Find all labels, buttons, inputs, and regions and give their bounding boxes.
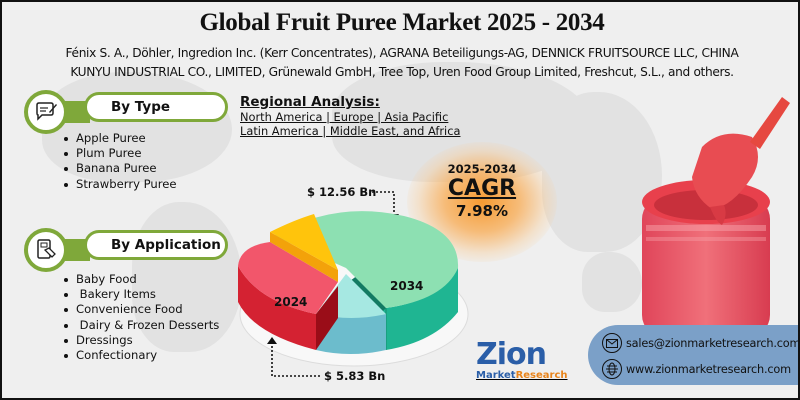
list-item: Convenience Food: [62, 302, 219, 317]
list-item: Baby Food: [62, 272, 219, 287]
segment-header-by-type: By Type: [24, 90, 228, 134]
companies-line-2: KUNYU INDUSTRIAL CO., LIMITED, Grünewald…: [70, 65, 734, 79]
list-item: Apple Puree: [62, 131, 177, 146]
contact-panel: sales@zionmarketresearch.com www.zionmar…: [588, 325, 800, 385]
cagr-label: CAGR: [447, 176, 517, 201]
label-2034: 2034: [390, 279, 423, 293]
chat-pencil-icon: [24, 90, 68, 134]
segment-header-by-application: By Application: [24, 228, 228, 272]
map-background: [42, 72, 232, 182]
email-row[interactable]: sales@zionmarketresearch.com: [602, 333, 800, 353]
arrow-up-icon: [267, 337, 320, 377]
map-background: [132, 202, 242, 352]
regional-line-1: North America | Europe | Asia Pacific: [240, 110, 449, 124]
list-item: Dairy & Frozen Desserts: [62, 318, 219, 333]
page-title: Global Fruit Puree Market 2025 - 2034: [199, 9, 605, 36]
list-item: Confectionary: [62, 348, 219, 363]
by-application-label: By Application: [84, 230, 228, 260]
logo-main: Zion: [476, 337, 547, 372]
zion-logo[interactable]: Zion MarketResearch: [476, 340, 572, 396]
fruit-puree-jar-image: [642, 97, 790, 337]
regional-heading: Regional Analysis:: [240, 94, 380, 110]
label-2024: 2024: [274, 295, 307, 309]
value-2024-label: $ 5.83 Bn: [324, 369, 386, 383]
list-item: Dressings: [62, 333, 219, 348]
value-2034-label: $ 12.56 Bn: [307, 185, 377, 199]
by-application-list: Baby Food Bakery Items Convenience Food …: [62, 272, 219, 363]
regional-line-2: Latin America | Middle East, and Africa: [240, 124, 461, 138]
by-type-list: Apple Puree Plum Puree Banana Puree Stra…: [62, 131, 177, 192]
cagr-badge: 2025-2034 CAGR 7.98%: [422, 162, 542, 220]
cagr-period: 2025-2034: [447, 162, 517, 176]
list-item: Banana Puree: [62, 161, 177, 176]
cagr-value: 7.98%: [455, 202, 509, 220]
website-row[interactable]: www.zionmarketresearch.com: [602, 359, 791, 379]
website-link[interactable]: www.zionmarketresearch.com: [626, 362, 791, 376]
map-background: [582, 252, 642, 312]
email-link[interactable]: sales@zionmarketresearch.com: [626, 336, 800, 350]
companies-list: Fénix S. A., Döhler, Ingredion Inc. (Ker…: [10, 44, 794, 82]
list-item: Bakery Items: [62, 287, 219, 302]
regional-analysis: Regional Analysis: North America | Europ…: [240, 94, 460, 138]
list-item: Strawberry Puree: [62, 177, 177, 192]
by-type-label: By Type: [84, 92, 228, 122]
touch-screen-icon: [24, 228, 68, 272]
mail-icon: [602, 333, 622, 353]
list-item: Plum Puree: [62, 146, 177, 161]
pie-chart: 2024 2034: [238, 211, 469, 367]
logo-sub-research: Research: [515, 370, 568, 381]
logo-sub-market: Market: [476, 370, 516, 381]
globe-icon: [602, 359, 622, 379]
companies-line-1: Fénix S. A., Döhler, Ingredion Inc. (Ker…: [65, 46, 739, 60]
